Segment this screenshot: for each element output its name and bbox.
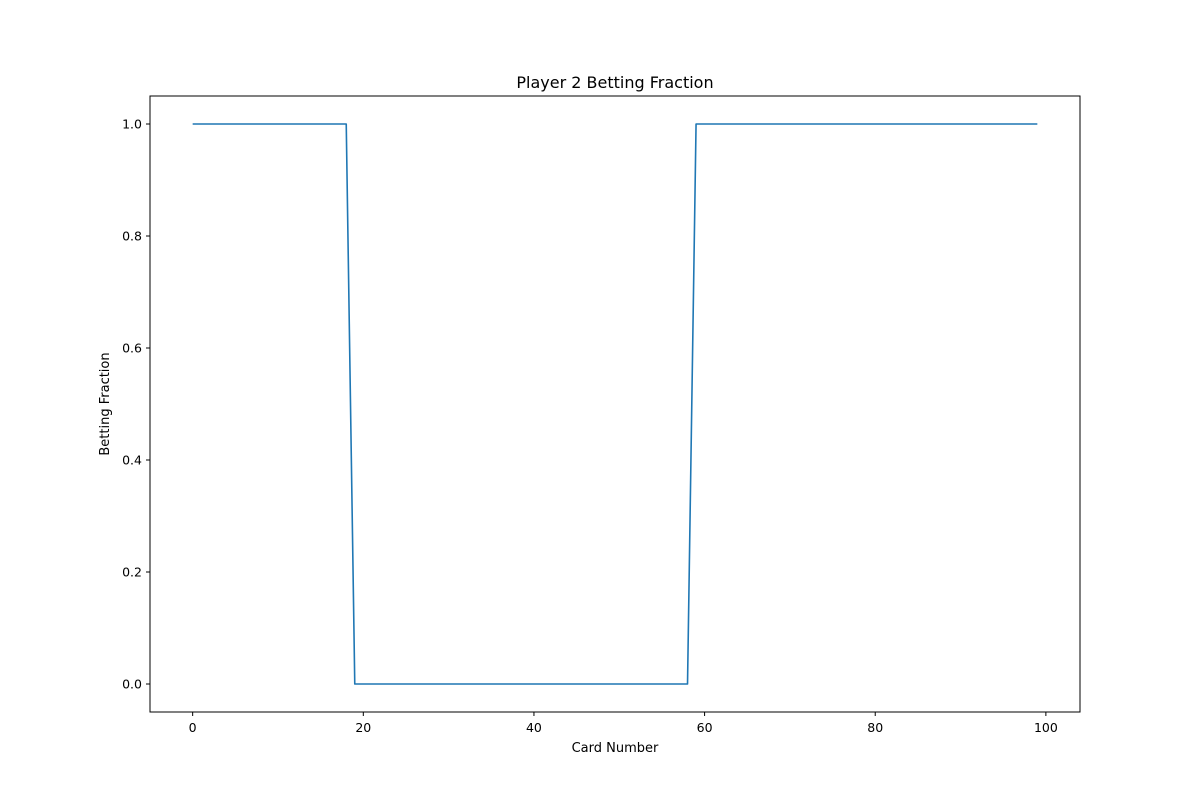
x-axis-ticks: 0 20 40 60 80 100 [189, 712, 1058, 735]
x-axis-label: Card Number [572, 741, 659, 756]
y-tick-label: 0.4 [122, 453, 142, 468]
y-tick-label: 1.0 [122, 117, 142, 132]
y-axis-label: Betting Fraction [98, 352, 113, 455]
x-tick-label: 80 [867, 720, 883, 735]
y-axis-ticks: 0.0 0.2 0.4 0.6 0.8 1.0 [122, 117, 150, 692]
chart-title: Player 2 Betting Fraction [516, 73, 713, 92]
y-tick-label: 0.0 [122, 677, 142, 692]
series-line [192, 123, 1038, 685]
series-layer [192, 123, 1038, 685]
x-tick-label: 40 [526, 720, 542, 735]
y-tick-label: 0.6 [122, 341, 142, 356]
x-tick-label: 100 [1034, 720, 1058, 735]
x-tick-label: 0 [189, 720, 197, 735]
plot-area [150, 96, 1080, 712]
y-tick-label: 0.2 [122, 565, 142, 580]
x-tick-label: 20 [355, 720, 371, 735]
y-tick-label: 0.8 [122, 229, 142, 244]
x-tick-label: 60 [697, 720, 713, 735]
plot-frame [149, 95, 1081, 713]
